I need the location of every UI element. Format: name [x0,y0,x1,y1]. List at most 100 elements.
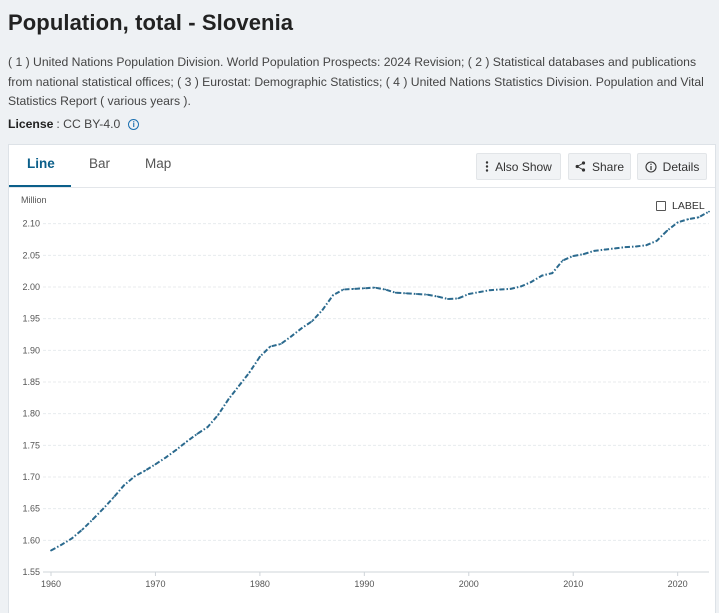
y-tick-label: 2.05 [22,250,40,260]
data-point [540,274,543,277]
data-point [144,469,146,472]
data-point [311,320,314,323]
data-point [217,414,220,416]
y-tick-label: 2.10 [22,219,40,229]
x-tick-label: 2000 [459,579,479,589]
data-point [499,288,502,291]
data-point [436,295,439,298]
data-point [593,250,596,252]
data-point [624,246,627,248]
x-tick-label: 1990 [354,579,374,589]
license-value: : CC BY-4.0 [56,117,121,131]
data-point [509,288,512,290]
data-point [164,456,167,459]
chart-card: Line Bar Map Also Show Share Details Mil… [8,144,716,613]
data-point [603,248,606,251]
data-point [655,239,658,242]
data-point [384,288,387,291]
data-point [238,384,240,387]
active-tab-indicator [9,185,71,187]
label-toggle[interactable]: LABEL [656,200,705,212]
x-tick-label: 1980 [250,579,270,589]
source-note: ( 1 ) United Nations Population Division… [8,55,704,108]
tab-line[interactable]: Line [27,156,55,171]
y-tick-label: 1.65 [22,504,40,514]
data-point [457,297,460,300]
data-point [60,543,63,546]
details-label: Details [662,159,700,174]
y-tick-label: 1.75 [22,440,40,450]
data-point [582,253,585,255]
data-point [123,484,126,487]
data-point [561,259,564,262]
line-chart: 1.55 1.60 1.65 1.70 1.75 1.80 1.85 1.90 1.95 2.00… [22,210,710,589]
tab-bar[interactable]: Bar [89,156,111,171]
data-point [352,288,355,290]
data-point [687,218,690,221]
also-show-label: Also Show [495,159,552,174]
data-point [342,288,345,291]
data-point [373,286,376,289]
tab-map[interactable]: Map [145,156,172,171]
x-tick-label: 1960 [41,579,61,589]
data-point [133,475,136,478]
data-point [530,281,533,283]
y-tick-label: 1.90 [22,345,40,355]
label-toggle-text: LABEL [672,200,705,212]
data-point [258,355,261,358]
data-point [572,255,575,257]
data-point [175,448,178,451]
data-point [248,371,251,374]
data-point [81,528,84,531]
y-tick-label: 1.55 [22,567,40,577]
y-axis-unit: Million [21,195,47,205]
page-title: Population, total - Slovenia [8,10,294,35]
x-tick-label: 2020 [668,579,688,589]
data-point [394,291,397,294]
license-label: License [8,117,54,131]
y-tick-label: 1.60 [22,535,40,545]
details-button[interactable]: Details [637,153,707,180]
data-point [634,245,637,248]
share-icon [575,161,586,172]
data-point [70,537,73,540]
chart-tabs: Line Bar Map Also Show Share Details [9,145,715,188]
data-point [185,440,188,443]
label-checkbox[interactable] [656,201,666,211]
data-point [102,507,105,510]
share-button[interactable]: Share [568,153,631,180]
more-vertical-icon [485,161,489,172]
y-tick-label: 2.00 [22,282,40,292]
data-point [269,345,272,348]
info-circle-icon [645,160,657,173]
data-point [666,229,669,232]
data-point [467,293,470,295]
also-show-button[interactable]: Also Show [476,153,561,180]
data-point [520,285,522,288]
data-point [91,518,94,521]
data-point [300,327,303,330]
data-point [446,298,449,300]
y-tick-label: 1.95 [22,314,40,324]
data-point [708,210,710,213]
data-point [478,291,481,293]
data-point [697,216,700,219]
data-point [321,308,324,311]
data-point [154,463,157,466]
data-point [332,294,334,297]
series-line-slovenia [50,210,710,552]
data-point [551,272,554,274]
data-point [290,335,293,338]
data-point [488,289,491,292]
data-point [676,221,679,224]
data-point [50,549,52,552]
data-point [112,496,115,499]
info-icon[interactable]: i [128,118,140,130]
y-tick-label: 1.70 [22,472,40,482]
license-line: License : CC BY-4.0 i [8,117,140,131]
data-point [196,433,199,435]
data-point [206,426,209,428]
data-point [279,343,282,345]
data-point [614,247,616,250]
data-point [645,244,648,247]
